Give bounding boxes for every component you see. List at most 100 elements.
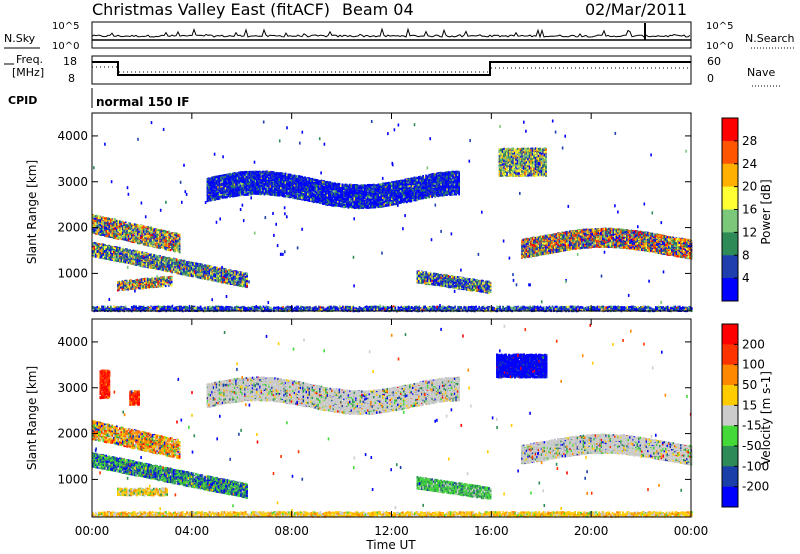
power-cell <box>241 183 243 185</box>
power-cell <box>228 182 230 184</box>
power-cell <box>249 177 251 179</box>
power-cell <box>253 173 255 175</box>
power-panel: Slant Range [km] 1000200030004000 481216… <box>25 113 773 312</box>
power-cell <box>231 174 233 176</box>
power-cell <box>238 184 240 186</box>
power-cell <box>240 178 242 180</box>
power-cell <box>247 172 249 174</box>
rti-figure: Christmas Valley East (fitACF) Beam 04 0… <box>0 0 800 554</box>
power-cell <box>250 179 252 181</box>
noise-right-tick-bottom: 10^0 <box>706 41 733 52</box>
power-cell <box>232 184 234 186</box>
power-cell <box>214 195 216 197</box>
power-cell <box>219 179 221 181</box>
power-cell <box>229 174 231 176</box>
power-cell <box>223 174 225 176</box>
power-cell <box>216 187 218 189</box>
power-cell <box>208 178 210 180</box>
power-cell <box>237 185 239 187</box>
power-cell <box>210 190 212 192</box>
power-cell <box>214 178 216 180</box>
freq-left-tick-top: 18 <box>63 55 77 68</box>
power-cell <box>217 176 219 178</box>
power-cell <box>240 182 242 184</box>
power-cell <box>252 186 254 188</box>
power-cell <box>246 194 248 196</box>
power-cell <box>225 194 227 196</box>
power-cell <box>229 183 231 185</box>
power-cell <box>247 179 249 181</box>
power-cell <box>211 193 213 195</box>
power-cell <box>252 181 254 183</box>
cpid-mode-text: normal 150 IF <box>96 95 190 109</box>
power-cell <box>252 178 254 180</box>
power-cell <box>207 189 209 191</box>
power-cell <box>244 189 246 191</box>
power-cell <box>243 186 245 188</box>
cpid-label: CPID <box>8 94 37 107</box>
power-cell <box>249 193 251 195</box>
power-cell <box>250 176 252 178</box>
date-label: 02/Mar/2011 <box>585 0 687 19</box>
power-cell <box>211 185 213 187</box>
power-cell <box>252 191 254 193</box>
power-cell <box>223 186 225 188</box>
power-cell <box>214 187 216 189</box>
power-cell <box>217 186 219 188</box>
power-cell <box>228 178 230 180</box>
power-cell <box>237 181 239 183</box>
power-cell <box>232 177 234 179</box>
power-cell <box>231 179 233 181</box>
power-cell <box>220 175 222 177</box>
power-cell <box>222 187 224 189</box>
noise-panel: N.Sky N.Search 10^5 10^0 10^5 10^0 <box>4 21 795 52</box>
power-cell <box>238 191 240 193</box>
power-cell <box>208 195 210 197</box>
power-cell <box>241 176 243 178</box>
power-cell <box>246 187 248 189</box>
power-cell <box>226 177 228 179</box>
noise-search-label: N.Search <box>745 32 795 45</box>
power-cell <box>219 175 221 177</box>
power-cell <box>210 196 212 198</box>
power-cell <box>244 172 246 174</box>
power-cell <box>232 192 234 194</box>
power-cell <box>213 193 215 195</box>
power-cell <box>244 186 246 188</box>
power-cell <box>237 172 239 174</box>
power-cell <box>217 192 219 194</box>
power-cell <box>219 187 221 189</box>
power-cell <box>234 173 236 175</box>
power-cell <box>238 194 240 196</box>
power-cell <box>226 190 228 192</box>
power-cell <box>208 190 210 192</box>
power-cell <box>228 188 230 190</box>
power-cell <box>223 179 225 181</box>
power-cell <box>226 184 228 186</box>
power-cell <box>249 172 251 174</box>
power-cell <box>235 185 237 187</box>
power-cell <box>238 186 240 188</box>
power-cell <box>222 181 224 183</box>
power-cell <box>237 174 239 176</box>
power-cell <box>220 188 222 190</box>
power-cell <box>252 189 254 191</box>
power-cell <box>253 190 255 192</box>
noise-left-tick-bottom: 10^0 <box>52 41 79 52</box>
power-cell <box>225 176 227 178</box>
power-cell <box>214 190 216 192</box>
power-cell <box>220 184 222 186</box>
power-cell <box>223 196 225 198</box>
power-cell <box>234 183 236 185</box>
power-cell <box>216 182 218 184</box>
power-cell <box>211 180 213 182</box>
power-cell <box>246 171 248 173</box>
freq-label-2: [MHz] <box>12 66 44 79</box>
power-cell <box>235 175 237 177</box>
nave-label: Nave <box>747 66 775 79</box>
power-cell <box>220 196 222 198</box>
power-cell <box>229 195 231 197</box>
power-cell <box>231 176 233 178</box>
power-cell <box>223 182 225 184</box>
power-cell <box>211 190 213 192</box>
